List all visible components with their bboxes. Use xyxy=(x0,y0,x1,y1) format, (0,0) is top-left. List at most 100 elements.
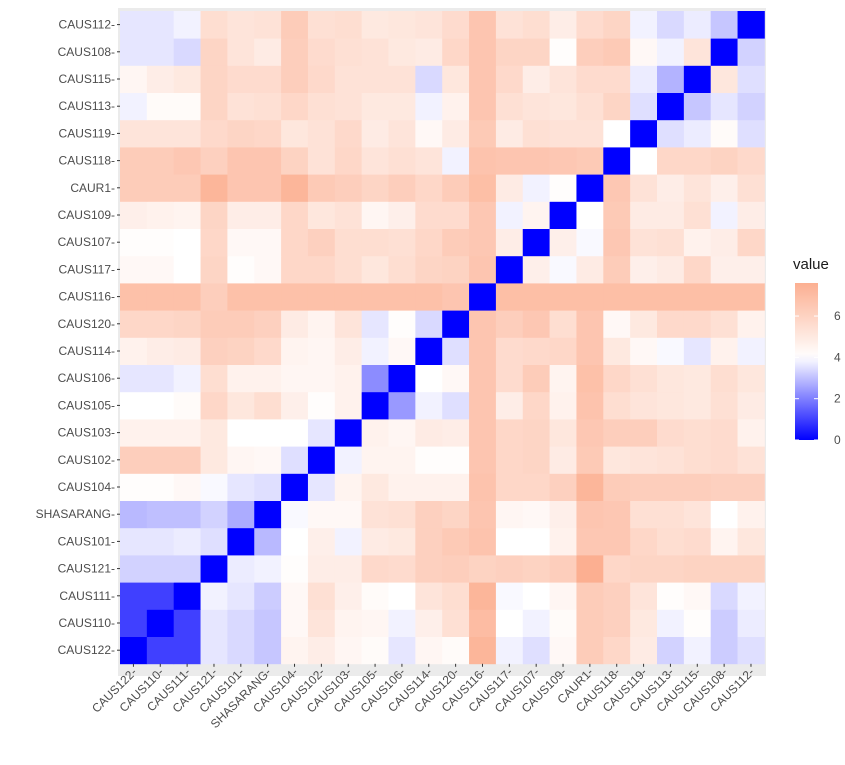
heatmap-cell xyxy=(173,11,201,39)
heatmap-cell xyxy=(576,228,604,257)
heatmap-cell xyxy=(307,419,336,447)
heatmap-cell xyxy=(334,527,363,556)
heatmap-cell xyxy=(254,391,282,420)
heatmap-cell xyxy=(630,119,658,148)
heatmap-cell xyxy=(200,419,228,447)
heatmap-cell xyxy=(657,147,685,175)
heatmap-cell xyxy=(522,65,550,93)
heatmap-cell xyxy=(495,92,524,121)
heatmap-cell xyxy=(281,473,309,501)
heatmap-cell xyxy=(120,174,148,202)
heatmap-cell xyxy=(495,473,524,501)
heatmap-cell xyxy=(576,419,604,447)
heatmap-cell xyxy=(522,419,550,447)
heatmap-cell xyxy=(576,283,604,311)
heatmap-cell xyxy=(415,228,443,257)
heatmap-cell xyxy=(657,310,685,338)
legend-tick-label: 0 xyxy=(834,433,841,447)
heatmap-cell xyxy=(576,582,604,610)
heatmap-cell xyxy=(120,391,148,420)
heatmap-cell xyxy=(173,255,201,284)
heatmap-cell xyxy=(334,310,363,338)
heatmap-cell xyxy=(549,500,577,529)
heatmap-cell xyxy=(683,283,712,311)
heatmap-cell xyxy=(307,391,336,420)
heatmap-cell xyxy=(737,419,765,447)
heatmap-cell xyxy=(495,283,524,311)
heatmap-cell xyxy=(120,419,148,447)
heatmap-cell xyxy=(469,446,497,474)
heatmap-cell xyxy=(469,364,497,393)
heatmap-cell xyxy=(307,147,336,175)
heatmap-cell xyxy=(549,582,577,610)
heatmap-cell xyxy=(549,609,577,637)
heatmap-cell xyxy=(227,500,255,529)
heatmap-cell xyxy=(737,147,765,175)
heatmap-cell xyxy=(576,201,604,229)
heatmap-cell xyxy=(495,174,524,202)
heatmap-cell xyxy=(361,201,389,229)
heatmap-cell xyxy=(442,364,470,393)
heatmap-cell xyxy=(254,527,282,556)
heatmap-cell xyxy=(603,582,631,610)
heatmap-cell xyxy=(227,337,255,365)
heatmap-cell xyxy=(657,119,685,148)
heatmap-cell xyxy=(200,65,228,93)
heatmap-cell xyxy=(469,636,497,665)
heatmap-cell xyxy=(200,38,228,66)
heatmap-cell xyxy=(146,255,175,284)
heatmap-cell xyxy=(388,283,416,311)
heatmap-cell xyxy=(281,364,309,393)
heatmap-cell xyxy=(549,119,577,148)
heatmap-cell xyxy=(603,446,631,474)
y-tick-label: CAUS117- xyxy=(59,262,115,276)
legend-tick-label: 6 xyxy=(834,309,841,323)
heatmap-cell xyxy=(603,555,631,583)
y-tick-label: CAUS111- xyxy=(59,589,115,603)
heatmap-cell xyxy=(227,555,255,583)
heatmap-cell xyxy=(522,446,550,474)
heatmap-cell xyxy=(146,201,175,229)
heatmap-cell xyxy=(334,419,363,447)
heatmap-cell xyxy=(120,337,148,365)
heatmap-cell xyxy=(334,446,363,474)
heatmap-cell xyxy=(442,38,470,66)
heatmap-cell xyxy=(173,119,201,148)
heatmap-cell xyxy=(120,555,148,583)
heatmap-cell xyxy=(334,38,363,66)
heatmap-cell xyxy=(603,92,631,121)
heatmap-cell xyxy=(120,255,148,284)
heatmap-cell xyxy=(737,527,765,556)
heatmap-cell xyxy=(630,446,658,474)
heatmap-cell xyxy=(120,446,148,474)
heatmap-cell xyxy=(603,38,631,66)
heatmap-cell xyxy=(603,65,631,93)
heatmap-cell xyxy=(495,201,524,229)
heatmap-cell xyxy=(710,11,738,39)
heatmap-cell xyxy=(173,582,201,610)
heatmap-cell xyxy=(549,65,577,93)
heatmap-cell xyxy=(281,609,309,637)
heatmap-cell xyxy=(630,419,658,447)
heatmap-cell xyxy=(442,337,470,365)
heatmap-cell xyxy=(200,228,228,257)
heatmap-cell xyxy=(549,11,577,39)
heatmap-cell xyxy=(683,228,712,257)
heatmap-cell xyxy=(442,582,470,610)
heatmap-cell xyxy=(442,228,470,257)
heatmap-cell xyxy=(173,527,201,556)
heatmap-cell xyxy=(683,500,712,529)
heatmap-cell xyxy=(415,582,443,610)
heatmap-cell xyxy=(576,555,604,583)
heatmap-cell xyxy=(657,446,685,474)
heatmap-cell xyxy=(522,255,550,284)
heatmap-cell xyxy=(307,38,336,66)
heatmap-cell xyxy=(415,283,443,311)
heatmap-cell xyxy=(173,201,201,229)
heatmap-cell xyxy=(307,228,336,257)
heatmap-cell xyxy=(361,38,389,66)
heatmap-cell xyxy=(227,119,255,148)
heatmap-cell xyxy=(522,636,550,665)
heatmap-cell xyxy=(227,283,255,311)
heatmap-cell xyxy=(469,174,497,202)
